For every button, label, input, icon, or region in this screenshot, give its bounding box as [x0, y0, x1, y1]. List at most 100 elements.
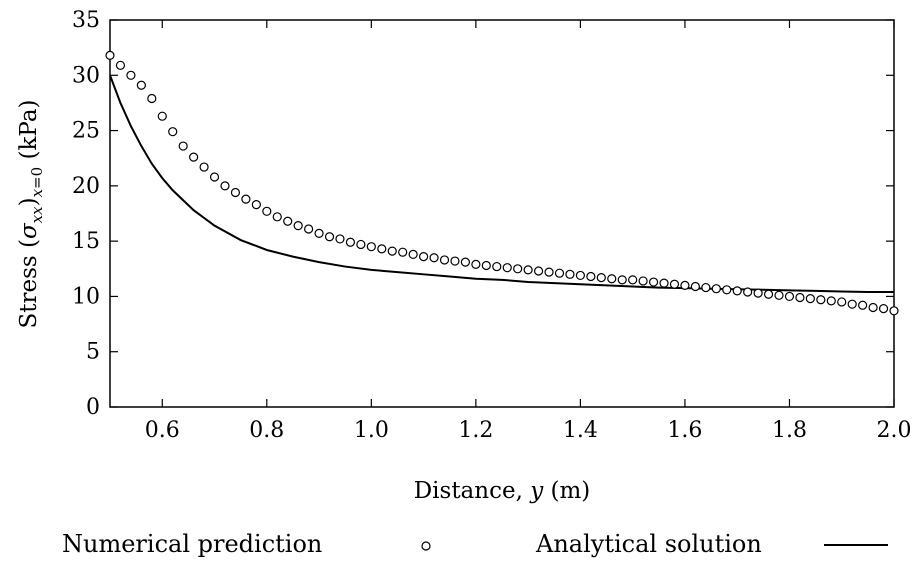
numerical-point-65 [784, 291, 795, 302]
numerical-point-45 [575, 270, 586, 281]
numerical-point-52 [648, 277, 659, 287]
numerical-point-58 [711, 284, 721, 294]
numerical-point-69 [826, 296, 836, 306]
numerical-point-27 [387, 246, 397, 256]
numerical-point-2 [126, 70, 136, 80]
legend-analytical-label: Analytical solution [535, 530, 762, 558]
numerical-point-39 [513, 264, 523, 274]
numerical-point-13 [241, 194, 251, 204]
numerical-point-7 [178, 141, 188, 151]
numerical-point-62 [753, 288, 763, 298]
numerical-point-56 [690, 281, 700, 292]
x-tick-label-1: 0.8 [249, 418, 284, 443]
numerical-point-28 [398, 247, 408, 257]
y-tick-label-5: 25 [72, 119, 100, 144]
numerical-point-37 [492, 261, 502, 272]
numerical-point-71 [847, 299, 857, 309]
numerical-point-55 [680, 280, 690, 290]
numerical-point-60 [732, 286, 742, 296]
y-tick-label-4: 20 [72, 174, 100, 199]
numerical-point-61 [743, 287, 753, 297]
x-tick-label-2: 1.0 [354, 418, 389, 443]
numerical-point-14 [251, 200, 261, 210]
axis-ticks [110, 19, 895, 408]
numerical-point-59 [722, 285, 732, 295]
legend: Numerical prediction Analytical solution [62, 530, 888, 558]
numerical-point-74 [878, 303, 889, 314]
numerical-point-17 [283, 216, 293, 226]
numerical-prediction-markers [105, 50, 899, 316]
x-axis-label: Distance, y (m) [414, 478, 591, 504]
y-axis-label: Stress (σxx)x=0 (kPa) [16, 99, 46, 328]
numerical-point-50 [628, 275, 638, 285]
numerical-point-51 [638, 276, 648, 286]
numerical-point-11 [220, 181, 230, 191]
numerical-point-44 [565, 269, 575, 279]
numerical-point-70 [837, 297, 847, 307]
plot-frame [109, 19, 895, 408]
numerical-point-24 [356, 239, 366, 250]
y-tick-label-7: 35 [72, 8, 100, 33]
legend-numerical-label: Numerical prediction [62, 530, 322, 558]
numerical-point-57 [701, 282, 711, 293]
x-tick-label-0: 0.6 [145, 418, 180, 443]
numerical-point-12 [230, 187, 241, 198]
numerical-point-10 [209, 172, 220, 182]
x-tick-label-5: 1.6 [667, 418, 702, 443]
x-tick-label-6: 1.8 [772, 418, 807, 443]
numerical-point-66 [795, 292, 805, 303]
x-tick-labels: 0.6 0.8 1.0 1.2 1.4 1.6 1.8 2.0 [145, 418, 912, 443]
numerical-point-53 [659, 278, 669, 288]
numerical-point-40 [523, 265, 533, 275]
numerical-point-48 [607, 274, 617, 284]
x-tick-label-3: 1.2 [458, 418, 493, 443]
numerical-point-16 [272, 212, 282, 222]
numerical-point-33 [450, 256, 460, 266]
numerical-point-32 [439, 255, 450, 265]
numerical-point-0 [105, 50, 115, 60]
numerical-point-67 [805, 294, 815, 304]
numerical-point-35 [471, 259, 481, 269]
numerical-point-22 [335, 234, 345, 244]
numerical-point-41 [533, 266, 544, 276]
numerical-point-42 [544, 267, 554, 277]
numerical-point-47 [596, 273, 606, 283]
numerical-point-75 [889, 306, 899, 316]
numerical-point-21 [324, 232, 335, 242]
numerical-point-29 [408, 249, 418, 260]
x-tick-label-7: 2.0 [877, 418, 912, 443]
numerical-point-63 [763, 289, 774, 299]
numerical-point-19 [304, 224, 314, 234]
numerical-point-23 [345, 237, 356, 247]
numerical-point-72 [858, 300, 868, 310]
numerical-point-25 [366, 242, 376, 252]
numerical-point-5 [157, 111, 167, 121]
legend-numerical-marker [421, 541, 431, 551]
numerical-point-36 [481, 260, 491, 271]
numerical-point-3 [136, 80, 146, 90]
x-tick-label-4: 1.4 [563, 418, 598, 443]
numerical-point-6 [168, 127, 178, 137]
numerical-point-30 [419, 252, 429, 262]
numerical-point-20 [314, 228, 324, 238]
numerical-point-73 [868, 302, 878, 313]
numerical-point-15 [262, 206, 272, 216]
numerical-point-68 [816, 295, 826, 305]
numerical-point-26 [377, 244, 387, 254]
numerical-point-31 [429, 253, 439, 263]
numerical-point-4 [147, 93, 157, 104]
y-tick-label-6: 30 [72, 63, 100, 88]
y-tick-label-3: 15 [72, 229, 100, 254]
y-tick-label-0: 0 [86, 395, 100, 420]
y-tick-label-2: 10 [72, 284, 100, 309]
y-tick-labels: 0 5 10 15 20 25 30 35 [72, 8, 100, 420]
numerical-point-34 [460, 257, 471, 267]
numerical-point-9 [199, 162, 209, 172]
numerical-point-49 [617, 275, 627, 285]
numerical-point-38 [502, 263, 512, 273]
numerical-point-64 [774, 290, 784, 300]
y-tick-label-1: 5 [86, 340, 100, 365]
numerical-point-18 [293, 221, 303, 231]
numerical-point-43 [554, 268, 565, 278]
